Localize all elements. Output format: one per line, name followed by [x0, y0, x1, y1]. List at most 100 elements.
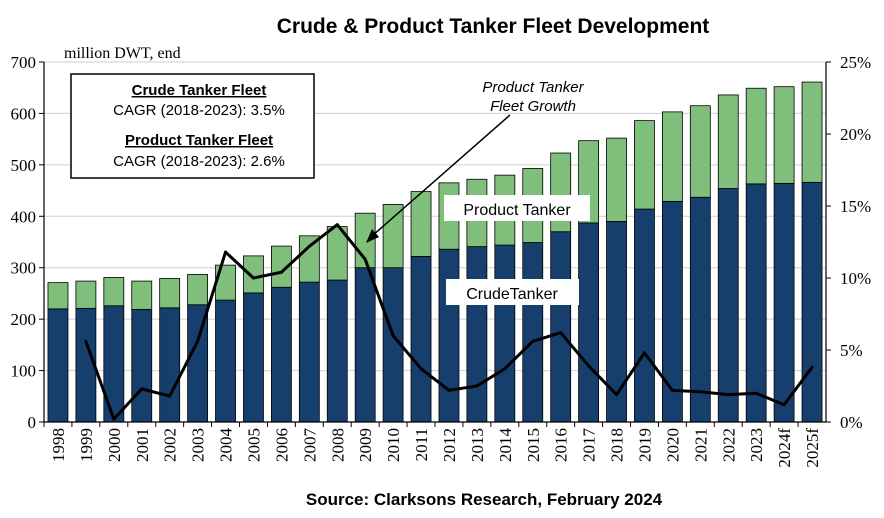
growth-annotation-arrowhead [366, 229, 379, 243]
left-tick-label: 200 [11, 310, 37, 329]
growth-annotation-arrow [371, 114, 511, 237]
crude-bar [438, 248, 460, 423]
growth-point [559, 331, 563, 335]
right-tick-label: 15% [840, 197, 871, 216]
growth-point [782, 403, 786, 407]
x-tick-label: 2018 [608, 428, 627, 462]
left-tick-label: 300 [11, 259, 37, 278]
crude-bar [159, 307, 181, 423]
growth-point [810, 365, 814, 369]
crude-bar [298, 281, 320, 423]
product-bar [661, 111, 683, 202]
crude-bar [215, 299, 236, 423]
product-bar [270, 245, 292, 288]
growth-annotation-line1: Product Tanker [482, 79, 584, 96]
cagr-box-frame [70, 73, 315, 179]
crude-bar [801, 181, 823, 423]
growth-point [419, 367, 423, 371]
growth-point [726, 393, 730, 397]
x-tick-label: 2024f [775, 428, 794, 468]
growth-point [279, 270, 283, 274]
product-bar [47, 282, 69, 310]
growth-point [642, 351, 646, 355]
product-bar [634, 120, 655, 210]
left-tick-label: 600 [11, 104, 37, 123]
source-note: Source: Clarksons Research, February 202… [306, 490, 663, 509]
crude-bar [522, 242, 544, 423]
x-tick-label: 2004 [217, 428, 236, 463]
right-tick-label: 25% [840, 53, 871, 72]
product-series-label: Product Tanker [463, 202, 571, 219]
crude-bar [131, 308, 153, 423]
right-tick-label: 10% [840, 269, 871, 288]
x-tick-label: 2012 [440, 428, 459, 462]
growth-point [196, 339, 200, 343]
growth-annotation-line2: Fleet Growth [490, 98, 576, 115]
left-axis-ticks: 0 100 200 300 400 500 600 700 [11, 53, 44, 432]
x-tick-label: 2009 [356, 428, 375, 462]
growth-point [335, 223, 339, 227]
left-tick-label: 0 [28, 413, 37, 432]
crude-bar [634, 208, 655, 423]
growth-point [531, 339, 535, 343]
growth-point [363, 257, 367, 261]
growth-line-series [84, 223, 814, 421]
x-tick-label: 2010 [384, 428, 403, 462]
crude-bar [103, 305, 125, 423]
product-bar [410, 191, 432, 257]
x-tick-label: 2017 [580, 428, 599, 463]
x-tick-label: 2006 [272, 428, 291, 462]
x-axis-ticks: 1998 1999 2000 2001 2002 2003 2004 2005 2006 2007… [43, 422, 822, 468]
product-bar [606, 137, 627, 222]
x-tick-label: 2013 [468, 428, 487, 462]
product-bar [131, 280, 153, 310]
x-tick-label: 1998 [49, 428, 68, 462]
crude-fleet-cagr: CAGR (2018-2023): 3.5% [113, 102, 285, 119]
left-tick-label: 400 [11, 207, 37, 226]
crude-bar [745, 183, 767, 423]
left-tick-label: 100 [11, 362, 37, 381]
crude-bar [466, 246, 488, 423]
growth-point [475, 384, 479, 388]
x-tick-label: 2021 [691, 428, 710, 462]
crude-bar [717, 188, 739, 423]
x-tick-label: 2001 [133, 428, 152, 462]
crude-bar [270, 286, 292, 423]
x-tick-label: 2016 [552, 428, 571, 462]
product-bar [103, 277, 125, 307]
x-tick-label: 2023 [747, 428, 766, 462]
product-bar [773, 86, 795, 184]
product-fleet-cagr: CAGR (2018-2023): 2.6% [113, 153, 285, 170]
crude-fleet-heading: Crude Tanker Fleet [132, 82, 267, 99]
left-tick-label: 500 [11, 156, 37, 175]
product-bar [717, 94, 739, 189]
right-tick-label: 5% [840, 341, 863, 360]
growth-point [224, 250, 228, 254]
crude-bar [606, 221, 627, 423]
crude-bar [550, 231, 572, 423]
product-label-background [444, 195, 590, 221]
growth-point [251, 276, 255, 280]
x-tick-label: 2008 [328, 428, 347, 462]
growth-point [754, 391, 758, 395]
x-tick-label: 2022 [719, 428, 738, 462]
crude-label-background [446, 279, 579, 305]
growth-point [168, 394, 172, 398]
product-fleet-heading: Product Tanker Fleet [125, 132, 273, 149]
growth-point [307, 244, 311, 248]
right-axis-ticks: 0% 5% 10% 15% 20% 25% [826, 53, 871, 432]
product-bar [745, 87, 767, 185]
right-tick-label: 0% [840, 413, 863, 432]
y-axis-unit-label: million DWT, end [64, 45, 181, 62]
crude-series-label: CrudeTanker [466, 286, 558, 303]
x-tick-label: 2002 [161, 428, 180, 462]
x-tick-label: 2020 [663, 428, 682, 462]
crude-bar [47, 308, 69, 423]
x-tick-label: 2007 [300, 428, 319, 463]
product-bar [159, 278, 181, 309]
x-tick-label: 2000 [105, 428, 124, 462]
crude-bar [326, 279, 348, 423]
product-bar [689, 105, 711, 198]
growth-point [447, 388, 451, 392]
x-tick-label: 2011 [412, 428, 431, 461]
